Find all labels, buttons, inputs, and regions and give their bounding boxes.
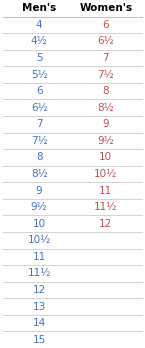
Text: 7: 7 bbox=[103, 53, 109, 63]
Text: 8: 8 bbox=[36, 152, 42, 163]
Text: 9½: 9½ bbox=[97, 136, 114, 146]
Text: 5½: 5½ bbox=[31, 70, 48, 80]
Text: 5: 5 bbox=[36, 53, 42, 63]
Text: 8½: 8½ bbox=[31, 169, 48, 179]
Text: 10: 10 bbox=[33, 219, 46, 229]
Text: 10½: 10½ bbox=[28, 235, 51, 245]
Text: 9: 9 bbox=[103, 119, 109, 129]
Text: Men's: Men's bbox=[22, 3, 56, 13]
Text: 10½: 10½ bbox=[94, 169, 117, 179]
Text: 11½: 11½ bbox=[27, 268, 51, 278]
Text: 13: 13 bbox=[32, 302, 46, 311]
Text: 8: 8 bbox=[103, 86, 109, 96]
Text: 6½: 6½ bbox=[31, 103, 48, 113]
Text: 6: 6 bbox=[103, 20, 109, 30]
Text: 11: 11 bbox=[99, 185, 113, 196]
Text: 9½: 9½ bbox=[31, 202, 48, 212]
Text: 12: 12 bbox=[32, 285, 46, 295]
Text: 4: 4 bbox=[36, 20, 42, 30]
Text: 6: 6 bbox=[36, 86, 42, 96]
Text: 10: 10 bbox=[99, 152, 112, 163]
Text: 7½: 7½ bbox=[31, 136, 48, 146]
Text: 11½: 11½ bbox=[94, 202, 118, 212]
Text: 15: 15 bbox=[32, 335, 46, 345]
Text: 9: 9 bbox=[36, 185, 42, 196]
Text: Women's: Women's bbox=[79, 3, 132, 13]
Text: 4½: 4½ bbox=[31, 37, 48, 46]
Text: 14: 14 bbox=[32, 318, 46, 328]
Text: 7: 7 bbox=[36, 119, 42, 129]
Text: 8½: 8½ bbox=[97, 103, 114, 113]
Text: 6½: 6½ bbox=[97, 37, 114, 46]
Text: 11: 11 bbox=[32, 252, 46, 262]
Text: 7½: 7½ bbox=[97, 70, 114, 80]
Text: 12: 12 bbox=[99, 219, 113, 229]
